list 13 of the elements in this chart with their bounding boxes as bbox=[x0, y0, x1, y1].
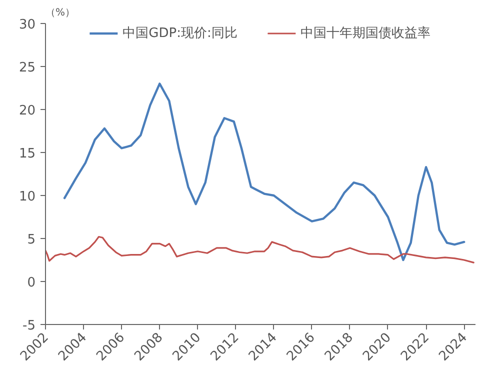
y-tick-label: 15 bbox=[18, 146, 36, 162]
y-tick-label: 0 bbox=[27, 276, 36, 290]
text: （%） bbox=[46, 8, 76, 18]
y-tick-label: -5 bbox=[22, 318, 36, 334]
y-tick-label: 10 bbox=[18, 190, 36, 204]
y-tick-label: 30 bbox=[18, 18, 36, 32]
y-tick-label: 5 bbox=[27, 232, 36, 248]
legend-label: 中国十年期国债收益率 bbox=[300, 25, 430, 42]
y-tick-label: 25 bbox=[18, 60, 36, 76]
line-series bbox=[46, 236, 474, 264]
legend-label: 中国GDP:现价:同比 bbox=[122, 25, 238, 42]
line-series bbox=[63, 82, 466, 262]
y-tick-label: 20 bbox=[18, 104, 36, 118]
